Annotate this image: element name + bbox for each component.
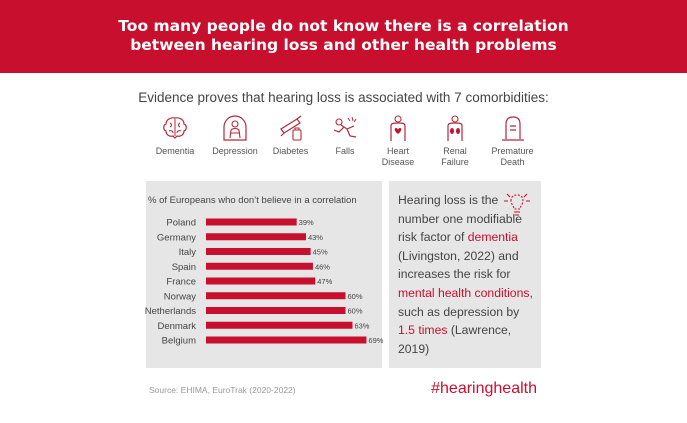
fact-text-part: , such as depression by [398, 285, 533, 319]
comorbidity-label-line-1: Renal [443, 146, 467, 156]
comorbidities-row: Dementia Depression Diabetes Falls [145, 113, 545, 175]
comorbidity-label: Dementia [155, 146, 195, 156]
banner-title-line-2: between hearing loss and other health pr… [130, 36, 557, 54]
depressed-person-icon [223, 115, 247, 141]
kidney-person-icon [447, 115, 463, 141]
comorbidity-label-line-1: Heart [386, 146, 409, 156]
data-label: 47% [317, 277, 332, 286]
comorbidity-diabetes: Diabetes [263, 113, 318, 157]
bar [206, 233, 306, 241]
bar [206, 292, 346, 300]
comorbidity-label-line-2: Failure [441, 157, 469, 167]
comorbidity-renal-failure: Renal Failure [430, 113, 480, 168]
bar [206, 277, 316, 285]
data-label: 69% [368, 336, 383, 345]
fact-text: Hearing loss is the number one modifiabl… [398, 191, 538, 358]
comorbidity-label: Diabetes [272, 146, 309, 156]
bar-chart: Poland 39% Germany 43% Italy 45% Spain 46% Franc… [145, 218, 384, 347]
data-label: 39% [299, 218, 314, 227]
comorbidity-label-line-2: Disease [381, 157, 415, 167]
hashtag: #hearinghealth [431, 380, 537, 397]
bar [206, 218, 297, 226]
bar [206, 321, 353, 329]
fact-text-part: Hearing loss is the number one modifiabl… [398, 193, 522, 245]
mental-health-highlight: mental health conditions [398, 285, 530, 300]
bar [206, 262, 313, 270]
heart-person-icon [390, 115, 406, 141]
comorbidities-intro: Evidence proves that hearing loss is ass… [138, 90, 549, 105]
category-label: Spain [172, 262, 196, 273]
bar [206, 307, 346, 314]
data-label: 60% [348, 307, 363, 316]
falling-person-icon [333, 116, 357, 138]
data-label: 43% [308, 233, 323, 242]
fact-text-part: (Livingston, 2022) and increases the ris… [398, 248, 519, 282]
category-label: Italy [179, 247, 197, 258]
data-label: 60% [348, 292, 363, 301]
comorbidity-label: Falls [335, 146, 355, 156]
category-label: Belgium [162, 336, 196, 347]
category-label: Poland [166, 218, 196, 229]
category-label: Norway [164, 291, 196, 302]
banner-title-line-1: Too many people do not know there is a c… [118, 17, 569, 35]
category-label: Netherlands [145, 306, 196, 317]
fact-text-part: (Lawrence, 2019) [398, 323, 512, 356]
comorbidity-dementia: Dementia [145, 113, 205, 157]
category-label: France [166, 277, 196, 288]
comorbidity-label: Depression [212, 146, 258, 156]
data-label: 46% [315, 262, 330, 271]
insulin-pen-icon [279, 115, 302, 141]
lightbulb-icon [504, 193, 530, 216]
dementia-highlight: dementia [467, 230, 518, 245]
tombstone-icon [501, 116, 524, 141]
chart-title: % of Europeans who don’t believe in a co… [148, 195, 357, 206]
times-highlight: 1.5 times [398, 323, 448, 338]
bar [206, 248, 311, 255]
data-label: 45% [313, 248, 328, 257]
bar [206, 336, 367, 344]
brain-icon [163, 117, 187, 139]
comorbidity-label-line-2: Death [500, 157, 525, 167]
comorbidity-label-line-1: Premature [491, 146, 534, 156]
comorbidity-premature-death: Premature Death [485, 113, 540, 168]
comorbidity-falls: Falls [320, 113, 370, 157]
category-label: Denmark [157, 321, 196, 332]
data-label: 63% [354, 321, 369, 330]
comorbidity-heart-disease: Heart Disease [373, 113, 423, 168]
header-banner: Too many people do not know there is a c… [0, 0, 687, 73]
category-label: Germany [157, 232, 196, 243]
source-note: Source: EHIMA, EuroTrak (2020-2022) [149, 385, 296, 395]
comorbidity-depression: Depression [205, 113, 265, 157]
